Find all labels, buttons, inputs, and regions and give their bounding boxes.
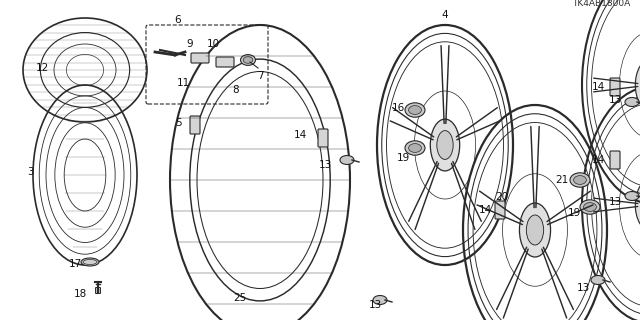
Text: 9: 9	[187, 39, 193, 49]
Text: 13: 13	[577, 283, 589, 293]
Ellipse shape	[408, 106, 421, 114]
Ellipse shape	[584, 203, 596, 212]
Text: 10: 10	[207, 39, 220, 49]
Text: 7: 7	[257, 71, 263, 81]
Text: 13: 13	[369, 300, 381, 310]
FancyBboxPatch shape	[95, 287, 100, 293]
Text: 8: 8	[233, 85, 239, 95]
Ellipse shape	[636, 60, 640, 110]
Ellipse shape	[526, 215, 543, 245]
Text: 12: 12	[35, 63, 49, 73]
Text: 4: 4	[442, 10, 448, 20]
FancyBboxPatch shape	[610, 78, 620, 96]
FancyBboxPatch shape	[191, 53, 209, 63]
Ellipse shape	[430, 119, 460, 171]
Ellipse shape	[437, 131, 453, 159]
Ellipse shape	[408, 144, 421, 152]
FancyBboxPatch shape	[610, 151, 620, 169]
Text: 14: 14	[591, 82, 605, 92]
Text: 18: 18	[74, 289, 86, 299]
FancyBboxPatch shape	[190, 116, 200, 134]
Text: 16: 16	[392, 103, 404, 113]
Ellipse shape	[625, 191, 639, 201]
Text: 14: 14	[478, 205, 492, 215]
FancyBboxPatch shape	[495, 201, 505, 219]
Ellipse shape	[573, 176, 586, 184]
Ellipse shape	[625, 98, 639, 107]
Ellipse shape	[241, 55, 255, 65]
FancyBboxPatch shape	[318, 129, 328, 147]
Text: 19: 19	[396, 153, 410, 163]
Text: 17: 17	[68, 259, 82, 269]
Text: 6: 6	[175, 15, 181, 25]
Text: 3: 3	[27, 167, 33, 177]
Text: 11: 11	[177, 78, 189, 88]
Text: 13: 13	[609, 197, 621, 207]
Text: 5: 5	[175, 118, 181, 128]
Text: 13: 13	[609, 95, 621, 105]
FancyBboxPatch shape	[216, 57, 234, 67]
Ellipse shape	[405, 103, 425, 117]
Ellipse shape	[520, 203, 550, 257]
Ellipse shape	[81, 258, 99, 266]
Ellipse shape	[580, 200, 600, 214]
Text: 21: 21	[556, 175, 568, 185]
Ellipse shape	[243, 57, 253, 63]
Text: 25: 25	[234, 293, 246, 303]
Ellipse shape	[570, 173, 590, 187]
Ellipse shape	[591, 276, 605, 284]
Text: TK4AB1800A: TK4AB1800A	[572, 0, 630, 8]
Text: 13: 13	[318, 160, 332, 170]
Text: 19: 19	[568, 208, 580, 218]
Ellipse shape	[373, 295, 387, 305]
Ellipse shape	[405, 141, 425, 155]
Text: 20: 20	[495, 192, 509, 202]
Ellipse shape	[340, 156, 354, 164]
Text: 14: 14	[293, 130, 307, 140]
Text: 14: 14	[591, 155, 605, 165]
Ellipse shape	[636, 180, 640, 230]
